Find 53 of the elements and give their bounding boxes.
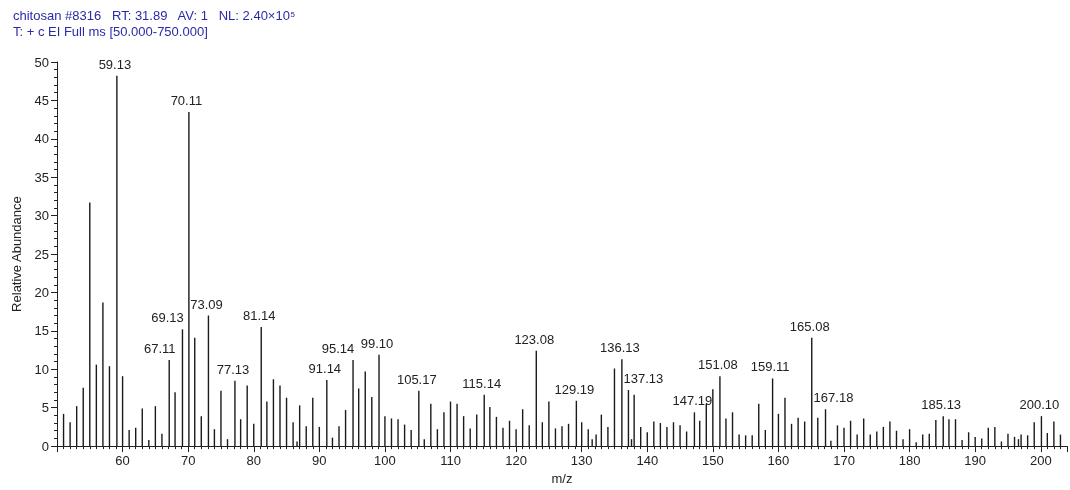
annotation: 67.11: [143, 341, 176, 357]
x-tick-label: 180: [898, 453, 921, 469]
x-tick-label: 130: [570, 453, 593, 469]
x-tick-label: 170: [833, 453, 855, 469]
x-tick-label: 70: [180, 453, 196, 469]
annotation: 59.13: [98, 56, 132, 72]
x-tick-label: 100: [374, 453, 396, 469]
annotation: 115.14: [462, 375, 502, 391]
annotation: 91.14: [308, 361, 342, 377]
annotation: 147.19: [672, 393, 713, 409]
annotation: 185.13: [921, 397, 962, 413]
annotation: 200.10: [1019, 397, 1060, 413]
annotation: 81.14: [242, 308, 276, 324]
x-axis-title: m/z: [551, 471, 573, 486]
chart-subtitle: T: + c EI Full ms [50.000-750.000]: [13, 24, 208, 39]
y-tick-label: 15: [34, 323, 49, 339]
y-tick-label: 0: [41, 438, 49, 454]
y-tick-label: 45: [34, 92, 49, 108]
annotation: 95.14: [321, 341, 355, 357]
x-tick-label: 160: [767, 453, 790, 469]
annotation: 129.19: [554, 381, 595, 397]
annotation: 165.08: [789, 318, 830, 334]
chart-title: chitosan #8316 RT: 31.89 AV: 1 NL: 2.40×10⁵: [13, 8, 296, 23]
annotation: 70.11: [170, 92, 203, 108]
x-tick-label: 190: [964, 453, 987, 469]
x-tick-label: 150: [701, 453, 724, 469]
y-axis-title: Relative Abundance: [9, 196, 24, 312]
y-tick-label: 30: [34, 208, 49, 224]
y-tick-label: 35: [34, 169, 49, 185]
y-tick-label: 25: [34, 246, 49, 262]
annotation: 105.17: [396, 371, 437, 387]
x-tick-label: 200: [1029, 453, 1052, 469]
annotation: 151.08: [698, 357, 738, 373]
x-tick-label: 60: [115, 453, 130, 469]
x-tick-label: 90: [312, 453, 327, 469]
x-tick-label: 120: [505, 453, 527, 469]
y-tick-label: 40: [34, 131, 49, 147]
annotation: 167.18: [813, 390, 854, 406]
y-tick-label: 20: [34, 284, 49, 300]
annotation: 73.09: [190, 296, 223, 312]
y-tick-label: 10: [34, 361, 49, 377]
x-tick-label: 110: [440, 453, 461, 469]
annotation: 137.13: [623, 371, 664, 387]
annotation: 159.11: [750, 359, 790, 375]
annotation: 69.13: [151, 310, 184, 326]
y-tick-label: 50: [34, 54, 49, 70]
x-tick-label: 80: [246, 453, 261, 469]
annotation: 77.13: [216, 361, 250, 377]
annotation: 123.08: [514, 331, 555, 347]
x-tick-label: 140: [636, 453, 659, 469]
annotation: 99.10: [360, 335, 394, 351]
y-tick-label: 5: [41, 400, 49, 416]
annotation: 136.13: [599, 340, 640, 356]
